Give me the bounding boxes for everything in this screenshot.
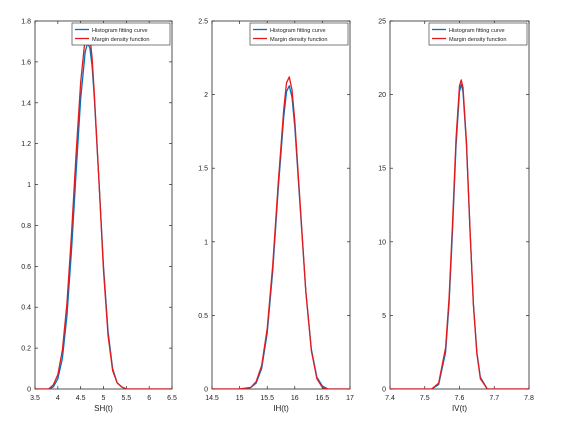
x-tick-label: 15 [236, 395, 244, 402]
axes-box [211, 20, 351, 390]
y-tick-label: 0.6 [21, 264, 31, 271]
y-tick-label: 1 [204, 239, 208, 246]
y-tick-label: 1.4 [21, 100, 31, 107]
y-tick-label: 1.8 [21, 19, 31, 26]
y-tick-label: 1.6 [21, 59, 31, 66]
x-tick-label: 14.5 [205, 395, 219, 402]
x-axis-label: IV(t) [452, 404, 467, 413]
y-tick-label: 25 [378, 19, 386, 26]
x-tick-label: 3.5 [30, 395, 40, 402]
x-tick-label: 7.6 [455, 395, 465, 402]
legend-box [71, 22, 171, 46]
chart-panel-2: 14.5 15 15.5 16 16.5 17 0 0.5 1 1.5 2 2.5 IH(t) Histo… [198, 19, 354, 414]
legend-label: Margin density function [92, 37, 150, 43]
y-tick-label: 2 [204, 92, 208, 99]
x-tick-label: 4 [56, 395, 60, 402]
y-tick-label: 15 [378, 166, 386, 173]
x-tick-label: 7.5 [420, 395, 430, 402]
y-tick-label: 1 [27, 182, 31, 189]
y-tick-label: 0.8 [21, 223, 31, 230]
axes-box [389, 20, 530, 390]
x-tick-label: 16 [291, 395, 299, 402]
series-line-margin-density-function [35, 28, 172, 389]
y-tick-label: 0 [27, 387, 31, 394]
series-line-margin-density-function [390, 79, 529, 389]
x-tick-label: 16.5 [316, 395, 330, 402]
y-tick-label: 2.5 [198, 19, 208, 26]
legend: Histogram fitting curve Margin density fu… [249, 22, 349, 46]
y-tick-label: 1.5 [198, 166, 208, 173]
legend-label: Histogram fitting curve [270, 28, 326, 34]
y-tick-label: 5 [382, 313, 386, 320]
x-tick-label: 7.7 [489, 395, 499, 402]
x-tick-label: 4.5 [76, 395, 86, 402]
y-tick-label: 0.2 [21, 346, 31, 353]
x-axis-label: SH(t) [94, 404, 113, 413]
y-tick-label: 0 [204, 387, 208, 394]
y-tick-label: 0 [382, 387, 386, 394]
y-tick-label: 0.5 [198, 313, 208, 320]
legend-label: Histogram fitting curve [449, 28, 505, 34]
legend: Histogram fitting curve Margin density fu… [71, 22, 171, 46]
axes-box [34, 20, 173, 390]
legend-label: Margin density function [449, 37, 507, 43]
y-tick-label: 1.2 [21, 141, 31, 148]
x-tick-label: 7.4 [385, 395, 395, 402]
series-line-histogram-fitting-curve [212, 85, 350, 389]
legend: Histogram fitting curve Margin density fu… [428, 22, 528, 46]
y-tick-label: 0.4 [21, 305, 31, 312]
legend-label: Histogram fitting curve [92, 28, 148, 34]
x-tick-label: 15.5 [260, 395, 274, 402]
legend-label: Margin density function [270, 37, 328, 43]
chart-panel-1: 3.5 4 4.5 5 5.5 6 6.5 0 0.2 0.4 0.6 0.8 1 1.2 1.4 1.6 1.… [21, 19, 177, 414]
x-axis-label: IH(t) [273, 404, 289, 413]
x-tick-label: 6 [147, 395, 151, 402]
x-tick-label: 5 [102, 395, 106, 402]
y-tick-label: 10 [378, 239, 386, 246]
chart-panel-3: 7.4 7.5 7.6 7.7 7.8 0 5 10 15 20 25 IV(t) Histogram … [378, 19, 534, 414]
legend-box [249, 22, 349, 46]
series-line-margin-density-function [212, 76, 350, 389]
x-tick-label: 7.8 [524, 395, 534, 402]
x-tick-label: 6.5 [167, 395, 177, 402]
y-tick-label: 20 [378, 92, 386, 99]
x-tick-label: 17 [346, 395, 354, 402]
x-tick-label: 5.5 [121, 395, 131, 402]
series-line-histogram-fitting-curve [35, 42, 172, 389]
legend-box [428, 22, 528, 46]
series-line-histogram-fitting-curve [390, 83, 529, 389]
